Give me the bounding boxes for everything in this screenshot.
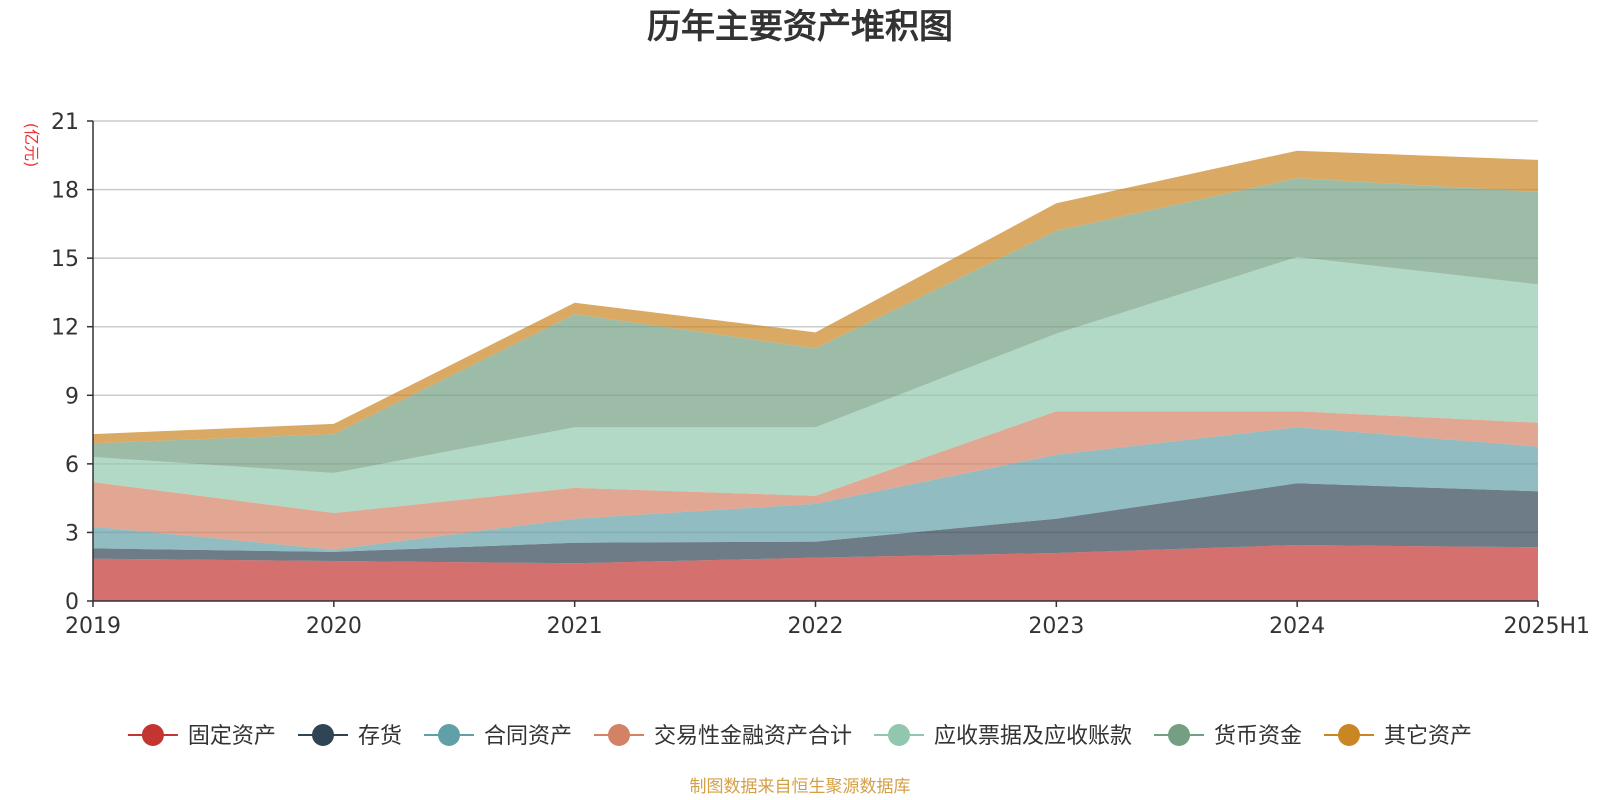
y-tick-label-18: 18 [51,179,79,204]
legend-marker [608,724,630,746]
data-source-note: 制图数据来自恒生聚源数据库 [690,777,911,797]
legend-item-6: 其它资产 [1324,724,1472,749]
legend-item-1: 存货 [298,724,402,749]
legend-marker [312,724,334,746]
area-series-3 [93,411,1538,550]
legend-label: 存货 [358,724,402,749]
legend-item-2: 合同资产 [424,724,572,749]
legend-label: 固定资产 [188,724,276,749]
legend-item-5: 货币资金 [1154,724,1302,749]
chart-title: 历年主要资产堆积图 [647,7,953,47]
x-tick-label-2023: 2023 [1028,614,1084,639]
y-tick-label-15: 15 [51,247,79,272]
y-tick-label-6: 6 [65,453,79,478]
legend-label: 货币资金 [1214,724,1302,749]
x-tick-label-2022: 2022 [788,614,844,639]
legend: 固定资产 存货 合同资产 交易性金融资产合计 应收票据及应收账款 货币资金 其它资产 [127,724,1472,749]
legend-marker [888,724,910,746]
area-series-layer [93,150,1538,601]
area-series-5 [93,178,1538,473]
legend-marker [1338,724,1360,746]
legend-label: 应收票据及应收账款 [934,724,1132,749]
legend-marker [1168,724,1190,746]
legend-label: 合同资产 [484,724,572,749]
y-tick-label-12: 12 [51,316,79,341]
x-tick-label-2024: 2024 [1269,614,1325,639]
legend-item-0: 固定资产 [127,724,276,749]
axes: 0 3 6 9 12 15 18 21 2019 2020 2021 2022 2023 2024 2025… [51,110,1590,639]
area-series-2 [93,427,1538,552]
x-tick-label-2021: 2021 [547,614,603,639]
y-axis-unit-label: (亿元) [22,123,41,168]
area-series-1 [93,483,1538,564]
legend-item-4: 应收票据及应收账款 [874,724,1132,749]
x-tick-label-2019: 2019 [65,614,121,639]
area-series-6 [93,150,1538,444]
y-tick-label-21: 21 [51,110,79,135]
legend-label: 交易性金融资产合计 [654,724,852,749]
x-tick-label-2025H1: 2025H1 [1503,614,1590,639]
legend-marker [438,724,460,746]
legend-marker [141,724,164,746]
x-tick-label-2020: 2020 [306,614,362,639]
legend-label: 其它资产 [1384,724,1472,749]
area-series-0 [93,545,1538,601]
area-series-4 [93,257,1538,513]
y-tick-label-0: 0 [65,590,79,615]
y-tick-label-9: 9 [65,384,79,409]
y-tick-label-3: 3 [65,521,79,546]
legend-item-3: 交易性金融资产合计 [594,724,852,749]
